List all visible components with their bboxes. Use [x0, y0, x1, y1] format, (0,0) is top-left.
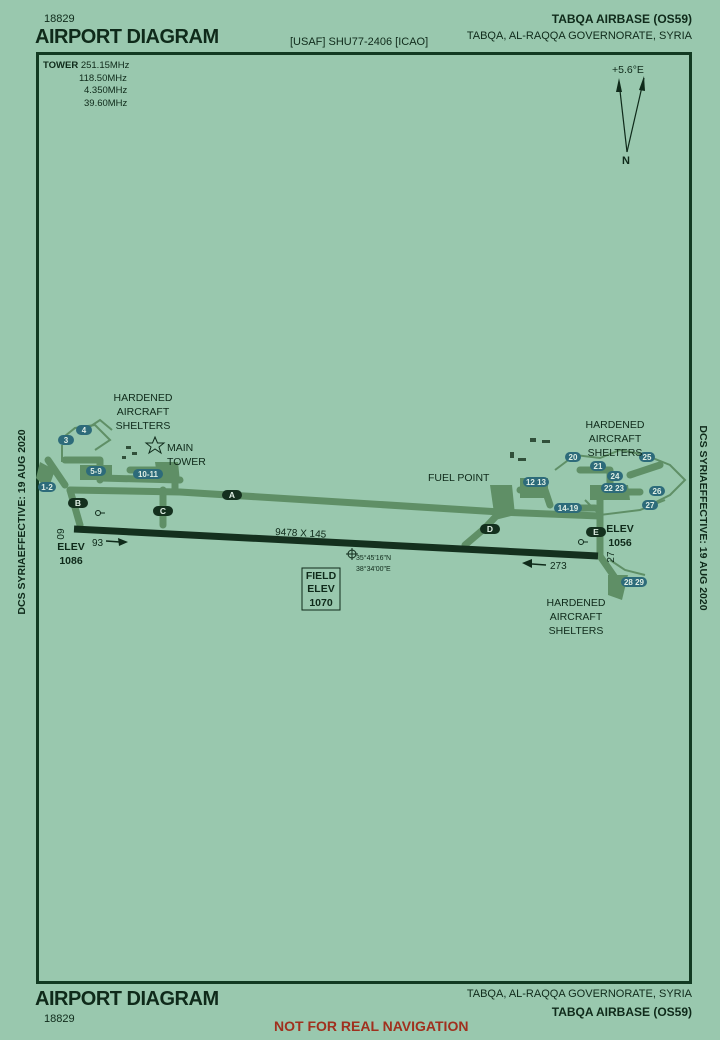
- heading-arrow-west-icon: [522, 559, 547, 568]
- hardened-shelters-se-line3: SHELTERS: [549, 625, 604, 637]
- field-elev-value: 1070: [309, 597, 333, 609]
- parking-20: 20: [569, 453, 578, 462]
- elev-east-label: ELEV: [606, 523, 633, 535]
- runway-dimensions: 9478 X 145: [275, 527, 327, 541]
- chart-frame: [36, 52, 692, 984]
- parking-22-23: 22 23: [604, 484, 625, 493]
- elev-east-value: 1056: [608, 537, 632, 549]
- airport-name: TABQA AIRBASE (OS59): [551, 12, 692, 26]
- tower-label: TOWER: [43, 60, 79, 71]
- tower-labels: MAIN TOWER FUEL POINT: [167, 442, 490, 484]
- tower-star-icon: [144, 435, 166, 455]
- parking-24: 24: [611, 472, 620, 481]
- north-label: N: [622, 155, 630, 167]
- parking-12-13: 12 13: [526, 478, 547, 487]
- area-labels: HARDENED AIRCRAFT SHELTERS HARDENED AIRC…: [114, 392, 645, 637]
- hardened-shelters-east-line2: AIRCRAFT: [589, 433, 642, 445]
- parking-25: 25: [643, 453, 652, 462]
- field-elevation-box: [301, 567, 341, 611]
- wind-cone-east-icon: [578, 539, 588, 545]
- runway-09-27: [73, 525, 599, 560]
- taxiway-d-label: D: [487, 524, 493, 534]
- parking-labels: 1-2 3 4 5-9 10-11 12 13 14-19 20 21 22 2…: [38, 425, 665, 587]
- taxiway-c-label: C: [160, 506, 166, 516]
- airport-location: TABQA, AL-RAQQA GOVERNORATE, SYRIA: [466, 30, 692, 42]
- parking-1-2: 1-2: [41, 483, 53, 492]
- elev-west-label: ELEV: [57, 541, 84, 553]
- hardened-shelters-west-line1: HARDENED: [114, 392, 173, 404]
- taxiway-a-label: A: [229, 490, 235, 500]
- taxiway-labels: B C A D E: [68, 490, 606, 537]
- parking-27: 27: [646, 501, 655, 510]
- north-arrow-icon: [616, 76, 645, 153]
- frequency-2: 118.50MHz: [79, 72, 127, 84]
- fuel-point-label: FUEL POINT: [428, 472, 490, 484]
- hardened-shelters-west-line3: SHELTERS: [116, 420, 171, 432]
- hardened-shelters-se-line1: HARDENED: [547, 597, 606, 609]
- elevation-labels: ELEV 1086 ELEV 1056: [57, 523, 633, 567]
- field-elev-line1: FIELD: [306, 570, 337, 582]
- field-elev-line2: ELEV: [307, 583, 334, 595]
- arp-icon: [346, 548, 358, 560]
- frequency-1: 251.15MHz: [80, 60, 130, 71]
- tower-frequencies: TOWER 251.15MHz 118.50MHz 4.350MHz 39.60…: [43, 60, 129, 110]
- runway-heading-east: 273: [550, 561, 567, 572]
- parking-3: 3: [64, 436, 69, 445]
- wind-cone-west-icon: [95, 510, 105, 516]
- footer-airport-name: TABQA AIRBASE (OS59): [551, 1005, 692, 1019]
- runway-end-west: 09: [56, 528, 67, 540]
- not-for-navigation-disclaimer: NOT FOR REAL NAVIGATION: [274, 1018, 469, 1034]
- hardened-shelters-west-line2: AIRCRAFT: [117, 406, 170, 418]
- frequency-3: 4.350MHz: [84, 85, 128, 96]
- footer-location: TABQA, AL-RAQQA GOVERNORATE, SYRIA: [466, 988, 692, 1000]
- arp-latitude: 35°45'16"N: [356, 554, 391, 562]
- parking-10-11: 10-11: [138, 470, 159, 479]
- parking-14-19: 14-19: [558, 504, 579, 513]
- hardened-shelters-east-line3: SHELTERS: [588, 447, 643, 459]
- field-elevation: FIELD ELEV 1070: [306, 570, 337, 609]
- parking-5-9: 5-9: [90, 467, 102, 476]
- frequency-4: 39.60MHz: [84, 97, 128, 109]
- runway-heading-west: 93: [92, 538, 104, 549]
- parking-28-29: 28 29: [624, 578, 645, 587]
- parking-21: 21: [594, 462, 603, 471]
- runway-end-east: 27: [606, 551, 617, 563]
- parking-26: 26: [653, 487, 662, 496]
- heading-arrow-east-icon: [105, 538, 128, 546]
- footer-title: AIRPORT DIAGRAM: [35, 988, 219, 1010]
- chart-number: 18829: [44, 13, 75, 25]
- main-tower-line2: TOWER: [167, 456, 206, 468]
- taxiway-e-label: E: [593, 527, 599, 537]
- airport-identifier: [USAF] SHU77-2406 [ICAO]: [290, 36, 429, 48]
- footer-chart-number: 18829: [44, 1013, 75, 1025]
- arp-longitude: 38°34'00"E: [356, 565, 391, 573]
- hardened-shelters-se-line2: AIRCRAFT: [550, 611, 603, 623]
- main-tower-line1: MAIN: [167, 442, 193, 454]
- hardened-shelters-east-line1: HARDENED: [586, 419, 645, 431]
- chart-title: AIRPORT DIAGRAM: [35, 26, 219, 48]
- parking-4: 4: [82, 426, 87, 435]
- elev-west-value: 1086: [59, 555, 83, 567]
- taxiway-b-label: B: [75, 498, 81, 508]
- building-blocks: [122, 438, 550, 461]
- magnetic-variation: +5.6°E: [612, 64, 644, 76]
